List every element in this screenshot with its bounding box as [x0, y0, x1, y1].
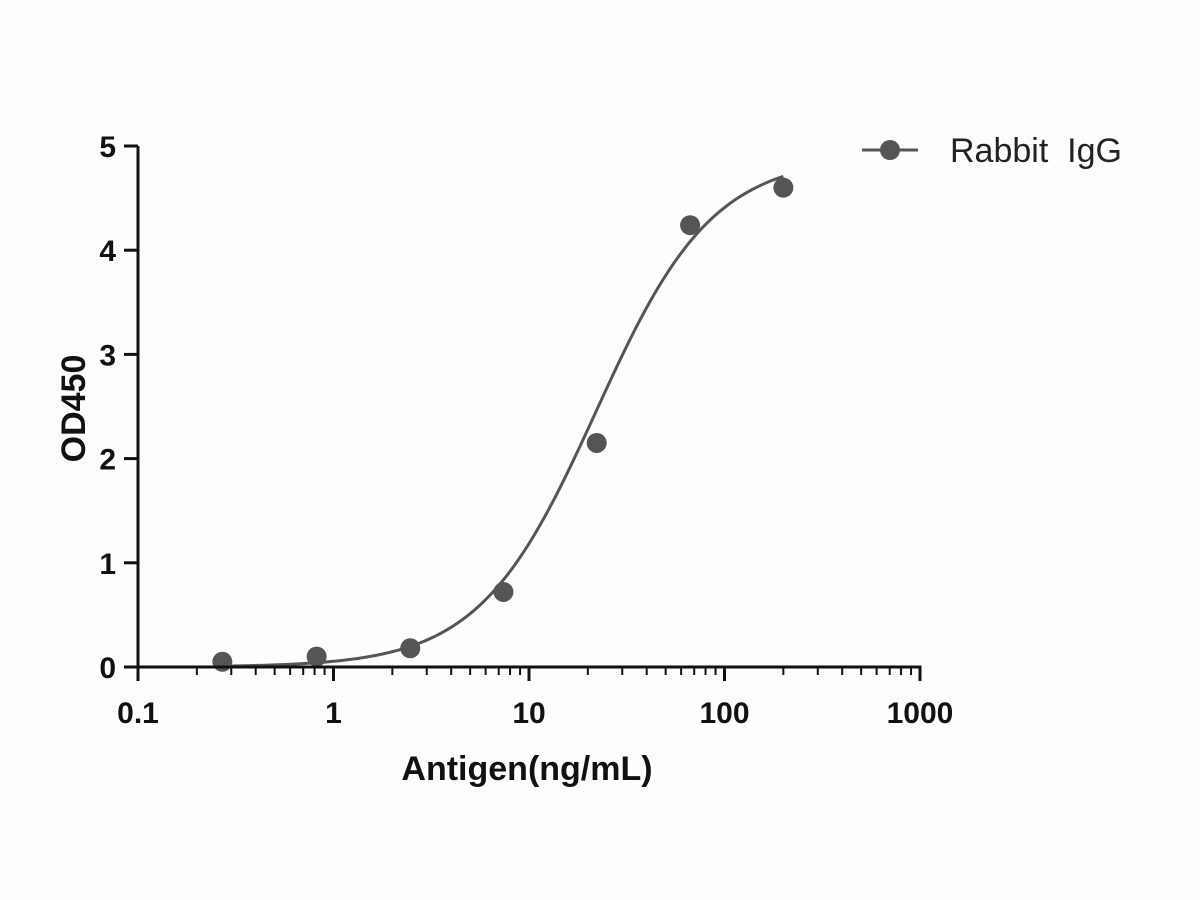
y-ticks: 0 1 2 3 4 5 [99, 131, 138, 685]
x-axis-title: Antigen(ng/mL) [401, 750, 652, 788]
x-tick-label-1: 1 [325, 697, 342, 730]
x-ticks: 0.1 1 10 100 1000 [117, 667, 953, 730]
y-tick-label-3: 3 [99, 339, 116, 372]
legend: Rabbit IgG [862, 132, 1122, 170]
axes [136, 146, 922, 669]
data-point [680, 215, 701, 236]
y-tick-label-5: 5 [99, 131, 116, 164]
plot-area [212, 174, 794, 672]
y-tick-label-1: 1 [99, 548, 116, 581]
x-tick-label-0.1: 0.1 [117, 697, 159, 730]
legend-marker [880, 140, 900, 160]
y-tick-label-4: 4 [99, 235, 116, 268]
x-tick-label-1000: 1000 [887, 697, 954, 730]
data-point [493, 581, 514, 602]
data-point [586, 432, 607, 453]
legend-label-rabbit-igg: Rabbit IgG [950, 132, 1122, 170]
y-tick-label-0: 0 [99, 652, 116, 685]
x-tick-label-10: 10 [512, 697, 545, 730]
data-point [306, 646, 327, 667]
y-tick-label-2: 2 [99, 444, 116, 477]
y-axis-title: OD450 [55, 355, 93, 463]
data-point [400, 638, 421, 659]
x-tick-label-100: 100 [699, 697, 749, 730]
data-point [773, 177, 794, 198]
data-point [212, 651, 233, 672]
